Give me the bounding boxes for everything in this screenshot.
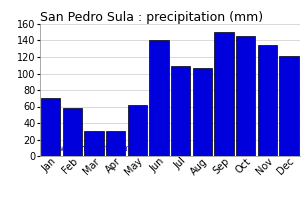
Bar bbox=[192, 68, 212, 156]
Bar bbox=[62, 108, 82, 156]
Bar bbox=[84, 131, 104, 156]
Bar bbox=[279, 56, 299, 156]
Bar bbox=[128, 105, 147, 156]
Bar bbox=[41, 98, 60, 156]
Text: www.allmetsat.com: www.allmetsat.com bbox=[42, 144, 131, 153]
Bar bbox=[214, 32, 234, 156]
Bar bbox=[171, 66, 190, 156]
Bar bbox=[149, 40, 169, 156]
Bar bbox=[258, 45, 277, 156]
Bar bbox=[106, 131, 125, 156]
Text: San Pedro Sula : precipitation (mm): San Pedro Sula : precipitation (mm) bbox=[40, 11, 263, 24]
Bar bbox=[236, 36, 256, 156]
